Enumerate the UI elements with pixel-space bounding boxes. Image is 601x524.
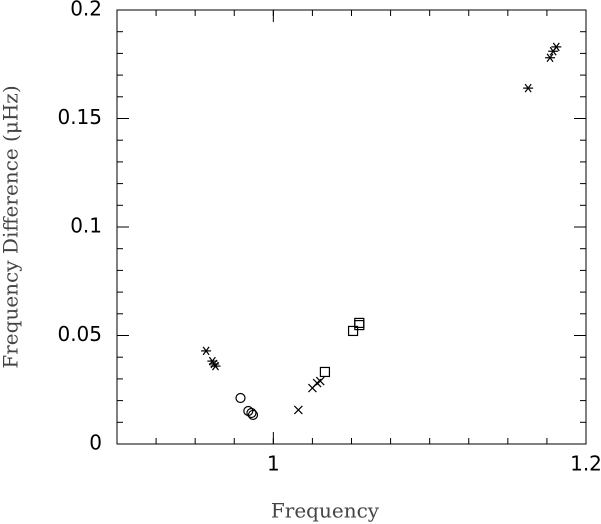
x-tick-label: 1 (267, 452, 280, 476)
marker-stroke (354, 319, 365, 331)
point (315, 376, 325, 386)
marker-stroke (354, 317, 365, 329)
plot-frame (116, 9, 587, 445)
point (235, 392, 246, 404)
marker-stroke (293, 405, 303, 415)
point (523, 83, 534, 93)
y-axis-title: Frequency Difference (μHz) (0, 85, 23, 368)
marker-stroke (235, 392, 246, 404)
y-tick-label: 0.15 (57, 105, 102, 129)
y-tick-label: 0.1 (70, 214, 102, 238)
point (246, 407, 257, 419)
point (247, 409, 259, 421)
point (293, 405, 303, 415)
marker-stroke (524, 83, 532, 93)
marker-stroke (246, 407, 257, 419)
marker-stroke (319, 366, 331, 378)
point (319, 366, 331, 378)
marker-stroke (202, 346, 210, 356)
x-tick-label: 1.2 (570, 452, 601, 476)
point (201, 346, 212, 356)
point (354, 319, 365, 331)
marker-stroke (212, 361, 219, 371)
y-tick-label: 0.2 (70, 0, 102, 21)
marker-stroke (552, 42, 560, 52)
marker-stroke (546, 53, 554, 63)
point (354, 317, 365, 329)
point (347, 325, 359, 337)
point (551, 42, 562, 52)
point (545, 53, 556, 63)
point (210, 361, 221, 371)
marker-stroke (347, 325, 359, 337)
x-axis-title: Frequency (271, 499, 380, 523)
y-tick-label: 0.05 (57, 322, 102, 346)
y-tick-label: 0 (89, 431, 102, 455)
marker-stroke (247, 409, 259, 421)
marker-stroke (315, 376, 325, 386)
